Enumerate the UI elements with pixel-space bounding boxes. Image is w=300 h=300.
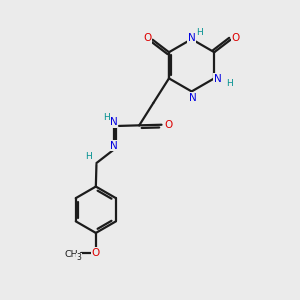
Text: N: N <box>189 93 197 103</box>
Text: O: O <box>164 120 172 130</box>
Text: N: N <box>110 140 118 151</box>
Text: H: H <box>103 113 110 122</box>
Text: H: H <box>226 79 233 88</box>
Text: 3: 3 <box>76 254 81 262</box>
Text: N: N <box>188 33 196 43</box>
Text: O: O <box>143 33 152 43</box>
Text: CH: CH <box>65 250 78 259</box>
Text: O: O <box>92 248 100 258</box>
Text: O: O <box>232 33 240 43</box>
Text: N: N <box>110 117 118 128</box>
Text: N: N <box>214 74 222 84</box>
Text: H: H <box>85 152 92 161</box>
Text: H: H <box>196 28 203 37</box>
